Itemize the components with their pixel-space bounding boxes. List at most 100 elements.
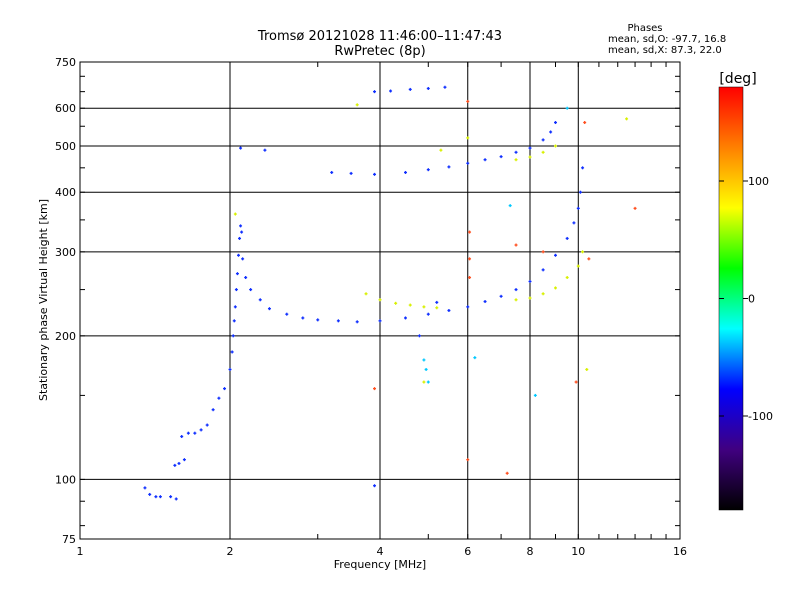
data-point — [182, 458, 186, 462]
data-point — [435, 306, 439, 310]
data-point — [228, 367, 232, 371]
data-point — [373, 484, 377, 488]
data-point — [581, 166, 585, 170]
data-point — [408, 303, 412, 307]
data-point — [422, 380, 426, 384]
x-axis-label: Frequency [MHz] — [334, 558, 426, 571]
data-point — [553, 121, 557, 125]
data-point — [585, 367, 589, 371]
data-point — [394, 301, 398, 305]
y-axis-label: Stationary phase Virtual Height [km] — [37, 199, 50, 401]
x-tick-label: 4 — [377, 545, 384, 558]
x-tick-label: 2 — [227, 545, 234, 558]
data-point — [514, 150, 518, 154]
data-point — [633, 206, 637, 210]
data-point — [422, 305, 426, 309]
data-point — [239, 146, 243, 150]
data-point — [426, 380, 430, 384]
data-point — [239, 224, 243, 228]
data-point — [193, 431, 197, 435]
data-point — [473, 356, 477, 360]
x-tick-labels: 1 2 4 6 8 10 16 — [77, 545, 688, 558]
data-point — [232, 319, 236, 323]
data-point — [417, 334, 421, 338]
data-point — [466, 161, 470, 165]
data-point — [389, 89, 393, 93]
data-point — [508, 204, 512, 208]
y-tick-labels: 75 100 200 300 400 500 600 750 — [55, 56, 76, 546]
data-point — [173, 463, 177, 467]
grid-lines — [80, 62, 680, 539]
data-point — [505, 471, 509, 475]
data-point — [565, 106, 569, 110]
data-point — [233, 212, 237, 216]
data-point — [574, 380, 578, 384]
data-point — [426, 312, 430, 316]
data-point — [349, 171, 353, 175]
data-point — [541, 268, 545, 272]
data-point — [514, 158, 518, 162]
data-point — [235, 272, 239, 276]
data-point — [541, 138, 545, 142]
data-point — [378, 319, 382, 323]
data-point — [180, 435, 184, 439]
data-point — [625, 117, 629, 121]
x-tick-label: 16 — [673, 545, 687, 558]
data-point — [244, 276, 248, 280]
data-point — [316, 318, 320, 322]
data-point — [576, 206, 580, 210]
data-point — [238, 236, 242, 240]
data-point — [435, 300, 439, 304]
data-point — [553, 286, 557, 290]
x-tick-label: 1 — [77, 545, 84, 558]
data-point — [528, 296, 532, 300]
data-point — [514, 243, 518, 247]
data-point — [468, 230, 472, 234]
phase-info-x: mean, sd,X: 87.3, 22.0 — [608, 45, 722, 56]
data-point — [565, 236, 569, 240]
y-tick-label: 500 — [55, 140, 76, 153]
data-point — [241, 257, 245, 261]
data-point — [236, 253, 240, 257]
data-points — [143, 85, 637, 501]
data-point — [572, 221, 576, 225]
y-tick-label: 750 — [55, 56, 76, 69]
data-point — [408, 87, 412, 91]
colorbar-tick-label: -100 — [748, 410, 773, 423]
axis-ticks — [79, 62, 681, 539]
data-point — [468, 276, 472, 280]
data-point — [177, 461, 181, 465]
data-point — [169, 495, 173, 499]
phase-info-heading: Phases — [627, 23, 662, 34]
data-point — [541, 292, 545, 296]
data-point — [231, 334, 235, 338]
colorbar-label: [deg] — [719, 71, 756, 87]
x-tick-label: 8 — [527, 545, 534, 558]
data-point — [583, 121, 587, 125]
data-point — [443, 85, 447, 89]
data-point — [514, 298, 518, 302]
data-point — [336, 319, 340, 323]
colorbar-tick-label: 0 — [748, 293, 755, 306]
data-point — [439, 148, 443, 152]
data-point — [267, 307, 271, 311]
chart-subtitle: RwPretec (8p) — [334, 44, 425, 59]
y-tick-label: 100 — [55, 473, 76, 486]
colorbar-ticks: 100 0 -100 — [719, 175, 773, 423]
y-tick-label: 75 — [62, 533, 76, 546]
y-tick-label: 600 — [55, 102, 76, 115]
data-point — [483, 158, 487, 162]
data-point — [240, 230, 244, 234]
data-point — [528, 155, 532, 159]
data-point — [528, 279, 532, 283]
data-point — [499, 294, 503, 298]
data-point — [581, 250, 585, 254]
data-point — [447, 165, 451, 169]
data-point — [587, 257, 591, 261]
data-point — [174, 497, 178, 501]
chart-title: Tromsø 20121028 11:46:00–11:47:43 — [257, 29, 502, 44]
data-point — [373, 172, 377, 176]
data-point — [403, 316, 407, 320]
data-point — [355, 320, 359, 324]
data-point — [466, 99, 470, 103]
